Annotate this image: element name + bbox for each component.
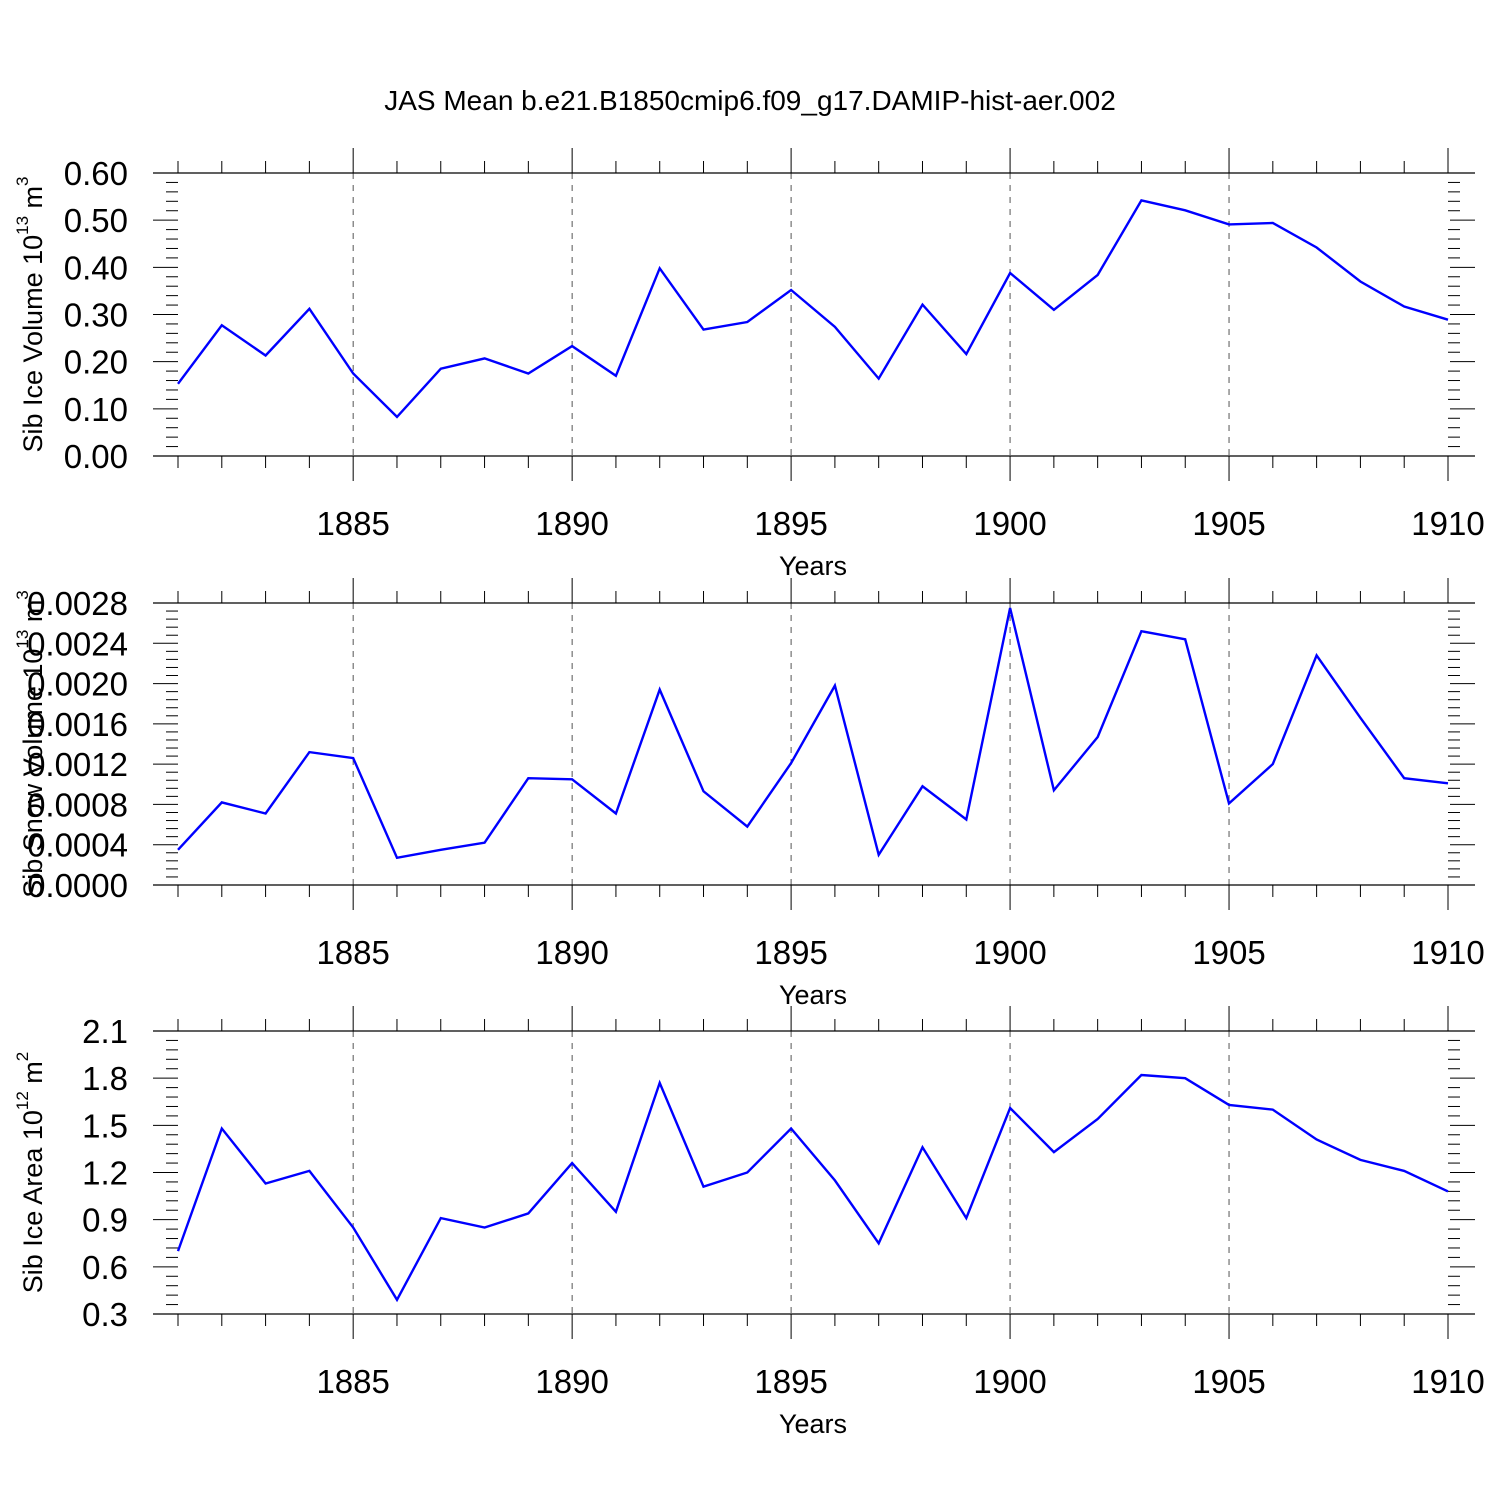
y-tick-label: 0.9 [82,1202,128,1239]
y-axis-label-superscript: 13 [13,630,32,649]
x-axis-label: Years [779,1409,847,1439]
series-line [177,607,1449,860]
x-tick-label: 1910 [1411,505,1484,542]
y-tick-label: 0.6 [82,1249,128,1286]
panel-3: 1885 1890 1895 1900 1905 1910 0.3 0.6 0.9 1.2 1.5 1… [13,1006,1485,1439]
x-tick-label: 1895 [754,505,827,542]
y-axis-label: Sib Ice Volume 1013 m3 [13,176,48,452]
x-tick-label: 1900 [973,934,1046,971]
x-tick-label: 1900 [973,1363,1046,1400]
y-axis-label-text: Sib Ice Volume 10 [18,235,48,453]
x-tick-label: 1890 [535,1363,608,1400]
x-tick-label: 1890 [535,505,608,542]
y-axis-label-superscript: 13 [13,216,32,235]
y-tick-label: 2.1 [82,1013,128,1050]
x-tick-label: 1885 [316,1363,389,1400]
x-tick-label: 1905 [1192,1363,1265,1400]
y-tick-label: 0.0004 [27,827,128,864]
y-tick-label: 0.10 [64,391,128,428]
x-tick-label: 1895 [754,934,827,971]
y-tick-label: 0.0000 [27,867,128,904]
series-line [176,1073,1449,1303]
y-axis-label: Sib Snow Volume 1013 m3 [13,590,48,898]
y-axis-label-text: Sib Ice Area 10 [18,1110,48,1293]
x-tick-label: 1885 [316,934,389,971]
y-tick-label: 0.0016 [27,706,128,743]
x-axis-label: Years [779,551,847,581]
x-tick-label: 1885 [316,505,389,542]
y-tick-label: 0.40 [64,249,128,286]
y-axis-label: Sib Ice Area 1012 m2 [13,1052,48,1294]
y-tick-label: 1.8 [82,1060,128,1097]
x-tick-label: 1905 [1192,934,1265,971]
y-tick-label: 0.3 [82,1296,128,1333]
y-tick-label: 0.0012 [27,746,128,783]
y-tick-label: 1.5 [82,1107,128,1144]
y-tick-label: 0.20 [64,344,128,381]
panel-1: 1885 1890 1895 1900 1905 1910 0.00 0.10 0.20 0.30… [13,148,1485,581]
y-axis-label-superscript: 3 [13,590,32,599]
figure-title: JAS Mean b.e21.B1850cmip6.f09_g17.DAMIP-… [384,85,1116,116]
y-tick-label: 0.00 [64,438,128,475]
x-tick-label: 1895 [754,1363,827,1400]
y-tick-label: 0.0020 [27,666,128,703]
y-tick-label: 0.0008 [27,786,128,823]
y-tick-label: 0.0024 [27,625,128,662]
x-tick-label: 1900 [973,505,1046,542]
x-tick-label: 1890 [535,934,608,971]
y-tick-label: 0.50 [64,202,128,239]
y-tick-label: 0.60 [64,155,128,192]
x-tick-label: 1905 [1192,505,1265,542]
y-axis-label-text: m [18,186,48,216]
y-axis-label-superscript: 3 [13,176,32,185]
x-axis-label: Years [779,980,847,1010]
x-tick-label: 1910 [1411,934,1484,971]
y-axis-label-superscript: 12 [13,1091,32,1110]
y-axis-label-text: m [18,1061,48,1091]
y-axis-label-text: Sib Snow Volume 10 [18,649,48,898]
y-tick-label: 0.30 [64,297,128,334]
y-axis-label-text: m [18,600,48,630]
y-tick-label: 1.2 [82,1155,128,1192]
y-tick-label: 0.0028 [27,585,128,622]
x-tick-label: 1910 [1411,1363,1484,1400]
series-line [177,199,1449,419]
y-axis-label-superscript: 2 [13,1052,32,1061]
